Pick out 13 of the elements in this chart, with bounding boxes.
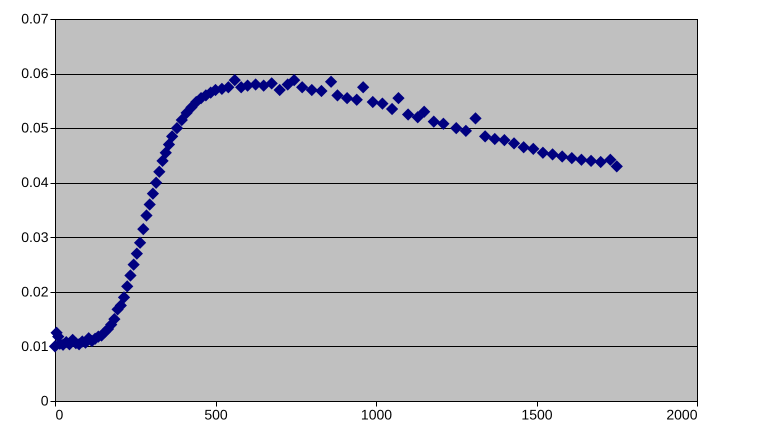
x-tick-label: 1000 [360,406,392,422]
x-tick-label: 2000 [666,406,698,422]
y-tick-label: 0.07 [21,10,49,26]
y-tick-label: 0.02 [21,283,49,300]
y-tick-label: 0.05 [21,120,49,136]
x-tick-label: 0 [56,406,64,422]
x-tick-label: 1500 [521,406,553,422]
y-tick-label: 0.04 [21,174,49,190]
y-tick-label: 0.01 [21,338,49,354]
y-tick-label: 0 [40,392,49,408]
y-tick-label: 0.06 [21,65,49,82]
y-tick-label: 0.03 [21,228,49,245]
x-tick-label: 500 [204,406,228,422]
